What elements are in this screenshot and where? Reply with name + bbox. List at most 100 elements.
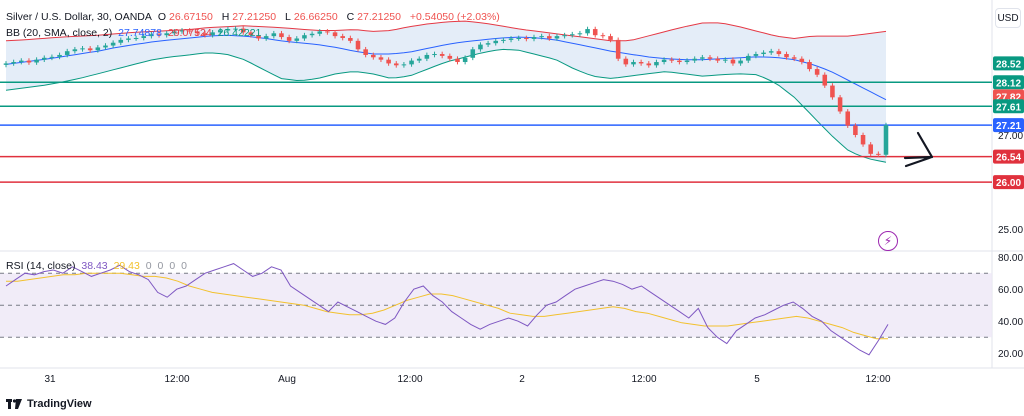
- candle-body: [118, 39, 124, 43]
- candle-body: [401, 64, 407, 66]
- candle-body: [524, 38, 529, 40]
- candle-body: [531, 37, 537, 39]
- candle-body: [761, 52, 766, 55]
- price-label: 27.82: [996, 92, 1021, 103]
- candle-body: [646, 63, 652, 66]
- candle-body: [684, 60, 690, 63]
- candle-body: [623, 58, 629, 65]
- bb-legend: BB (20, SMA, close, 2) 27.74878 29.07524…: [6, 26, 264, 40]
- candle-body: [371, 54, 376, 58]
- candle-body: [57, 54, 62, 57]
- rsi-tick-label: 80.00: [998, 253, 1023, 264]
- candle-body: [256, 35, 261, 39]
- low-value: L 26.66250: [285, 11, 338, 23]
- candle-body: [791, 57, 797, 59]
- rsi-extra-1: 0: [157, 260, 164, 272]
- candle-body: [217, 30, 223, 33]
- time-tick-label: 12:00: [631, 374, 656, 385]
- candle-body: [638, 62, 644, 64]
- candle-body: [416, 58, 422, 61]
- price-tick-label: 25.00: [998, 225, 1023, 236]
- candle-body: [876, 153, 881, 155]
- candle-body: [600, 35, 606, 37]
- candle-body: [845, 111, 851, 126]
- candle-body: [363, 49, 368, 55]
- candle-body: [516, 38, 521, 40]
- candle-body: [279, 33, 284, 38]
- rsi-line: [5, 263, 889, 356]
- candle-body: [799, 58, 805, 63]
- candle-body: [34, 59, 39, 63]
- symbol-title: Silver / U.S. Dollar, 30, OANDA: [6, 11, 152, 23]
- candle-body: [187, 30, 192, 32]
- candle-body: [126, 38, 131, 40]
- candle-body: [485, 43, 491, 45]
- candle-body: [493, 40, 499, 44]
- candle-body: [853, 125, 858, 135]
- candle-body: [332, 32, 338, 37]
- rsi-extra-2: 0: [169, 260, 176, 272]
- time-tick-label: 2: [519, 374, 525, 385]
- candle-body: [807, 62, 812, 70]
- candle-body: [210, 32, 215, 36]
- candle-body: [592, 29, 598, 36]
- candle-body: [95, 47, 101, 51]
- tradingview-logo-icon: [6, 399, 22, 409]
- candle-body: [80, 48, 85, 50]
- candle-body: [393, 63, 399, 66]
- candle-body: [87, 48, 93, 51]
- candle-body: [776, 51, 782, 55]
- time-tick-label: Aug: [278, 374, 296, 385]
- candle-body: [355, 40, 361, 50]
- rsi-value: 38.43: [81, 260, 108, 272]
- candle-body: [133, 38, 139, 40]
- candle-body: [608, 36, 613, 40]
- bb-upper-value: 29.07524: [167, 27, 212, 39]
- candle-body: [156, 34, 162, 36]
- rsi-tick-label: 60.00: [998, 285, 1023, 296]
- candle-body: [577, 33, 583, 35]
- candle-body: [302, 35, 307, 39]
- arrow-drawing: [903, 131, 934, 168]
- currency-button[interactable]: USD: [995, 8, 1021, 28]
- candle-body: [110, 42, 116, 46]
- time-tick-label: 12:00: [865, 374, 890, 385]
- candle-body: [753, 54, 759, 56]
- candle-body: [263, 36, 269, 39]
- candle-body: [409, 60, 414, 65]
- price-label-box: [993, 99, 1024, 114]
- candle-body: [677, 60, 682, 63]
- candle-body: [11, 62, 16, 64]
- candle-body: [462, 57, 468, 63]
- price-label-box: [993, 175, 1024, 190]
- rsi-extra-0: 0: [145, 260, 152, 272]
- candle-body: [240, 28, 246, 33]
- candle-body: [814, 69, 820, 75]
- rsi-tick-label: 20.00: [998, 349, 1023, 360]
- rsi-ma-value: 29.43: [113, 260, 140, 272]
- candle-body: [715, 58, 720, 61]
- candle-body: [439, 54, 445, 56]
- candle-body: [631, 62, 636, 65]
- candle-body: [72, 49, 78, 52]
- candle-body: [700, 57, 705, 59]
- candle-body: [386, 59, 391, 64]
- candle-body: [195, 31, 200, 34]
- candle-body: [248, 32, 254, 36]
- candle-body: [784, 54, 789, 58]
- candle-body: [539, 36, 544, 38]
- candle-body: [432, 54, 437, 56]
- rsi-ma-line: [6, 272, 888, 340]
- candle-body: [49, 56, 55, 58]
- candle-body: [172, 31, 177, 34]
- candle-body: [554, 36, 560, 39]
- bb-basis-line: [5, 34, 887, 101]
- candle-body: [271, 33, 277, 37]
- flash-icon[interactable]: ⚡: [878, 231, 898, 251]
- candle-body: [19, 60, 24, 63]
- bb-lower-value: 26.42221: [217, 27, 262, 39]
- candle-body: [654, 62, 659, 66]
- candle-body: [508, 38, 514, 40]
- rsi-legend: RSI (14, close) 38.43 29.43 0 0 0 0: [6, 259, 190, 273]
